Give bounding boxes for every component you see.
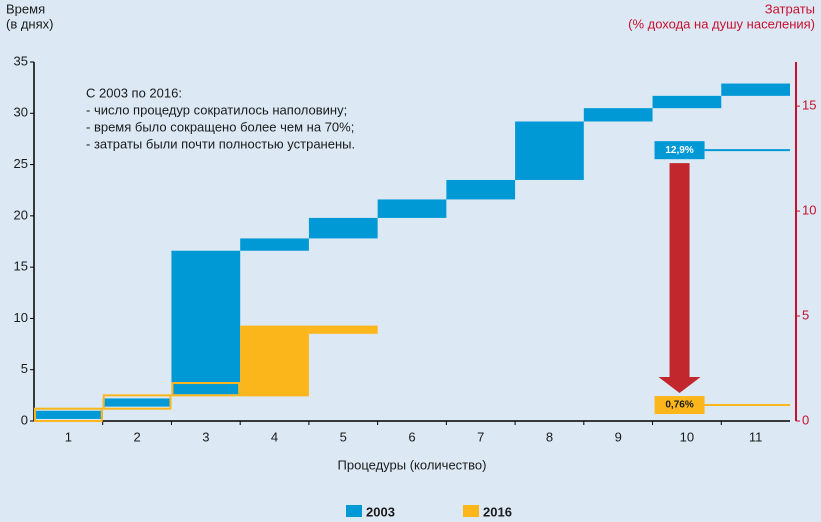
- x-tick-label: 7: [477, 429, 484, 444]
- y-tick-label: 25: [14, 156, 28, 171]
- bar: [583, 108, 653, 122]
- bar: [171, 250, 241, 395]
- y-tick-label: 30: [14, 105, 28, 120]
- bar: [721, 83, 790, 96]
- legend-swatch: [463, 505, 479, 517]
- x-tick-label: 8: [546, 429, 553, 444]
- y2-tick-label: 15: [802, 98, 816, 113]
- x-tick-label: 6: [408, 429, 415, 444]
- y2-tick-label: 5: [802, 307, 809, 322]
- cost-label: 12,9%: [665, 145, 693, 156]
- bar: [652, 95, 722, 109]
- y-tick-label: 5: [21, 361, 28, 376]
- bar: [34, 407, 103, 423]
- x-axis-label: Процедуры (количество): [338, 457, 487, 472]
- bar: [308, 325, 378, 334]
- y-tick-label: 35: [14, 53, 28, 68]
- annotation: - затраты были почти полностью устранены…: [86, 136, 355, 151]
- x-tick-label: 4: [271, 429, 278, 444]
- y2-axis-label: Затраты: [765, 1, 815, 16]
- y-axis-label: Время: [6, 1, 45, 16]
- bar: [102, 398, 172, 407]
- y-tick-label: 0: [21, 412, 28, 427]
- bar: [308, 217, 378, 239]
- legend-label: 2003: [366, 504, 395, 519]
- annotation: С 2003 по 2016:: [86, 85, 182, 100]
- y-tick-label: 20: [14, 207, 28, 222]
- annotation: - число процедур сократилось наполовину;: [86, 102, 347, 117]
- bar: [240, 238, 309, 251]
- bar: [446, 179, 516, 200]
- x-tick-label: 11: [749, 429, 763, 444]
- x-tick-label: 3: [202, 429, 209, 444]
- y-tick-label: 15: [14, 259, 28, 274]
- arrow: [658, 163, 701, 394]
- bar: [515, 121, 584, 180]
- bar: [171, 382, 241, 397]
- bar: [34, 410, 103, 419]
- annotation: - время было сокращено более чем на 70%;: [86, 119, 354, 134]
- legend-swatch: [346, 505, 362, 517]
- bar: [102, 394, 172, 410]
- y2-tick-label: 0: [802, 412, 809, 427]
- x-tick-label: 9: [615, 429, 622, 444]
- bar: [240, 325, 309, 397]
- x-tick-label: 1: [65, 429, 72, 444]
- bar: [377, 199, 447, 218]
- y-axis-label: (в днях): [6, 16, 53, 31]
- cost-box: [654, 396, 705, 415]
- y2-tick-label: 10: [802, 202, 816, 217]
- x-tick-label: 2: [133, 429, 140, 444]
- x-tick-label: 10: [680, 429, 694, 444]
- x-tick-label: 5: [340, 429, 347, 444]
- cost-box: [654, 141, 705, 160]
- y2-axis-label: (% дохода на душу населения): [628, 16, 815, 31]
- legend-label: 2016: [483, 504, 512, 519]
- y-tick-label: 10: [14, 310, 28, 325]
- cost-label: 0,76%: [665, 400, 693, 411]
